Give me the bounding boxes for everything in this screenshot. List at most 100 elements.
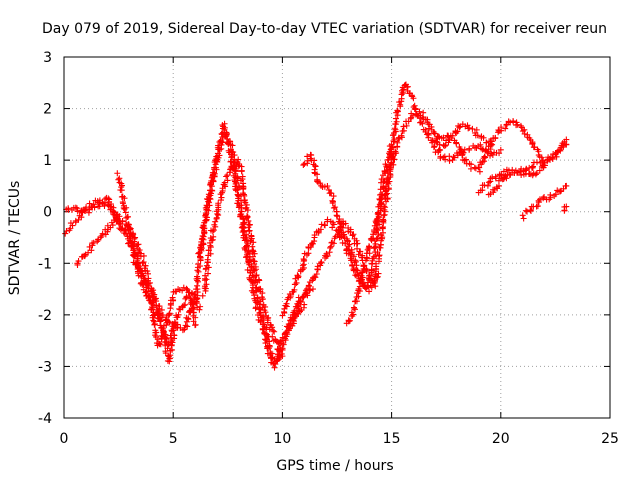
x-tick-label: 0 <box>60 431 69 447</box>
data-point <box>274 357 281 364</box>
data-point <box>243 201 250 208</box>
data-point <box>196 263 203 270</box>
data-point <box>275 346 282 353</box>
data-point <box>533 159 540 166</box>
data-point <box>353 294 360 301</box>
data-point <box>245 217 252 224</box>
data-point <box>205 199 212 206</box>
data-point <box>379 235 386 242</box>
data-point <box>240 190 247 197</box>
data-point <box>73 205 80 212</box>
data-point <box>314 171 321 178</box>
data-point <box>552 151 559 158</box>
data-point <box>489 141 496 148</box>
data-point <box>327 243 334 250</box>
data-point <box>99 230 106 237</box>
data-point <box>269 324 276 331</box>
data-point <box>163 339 170 346</box>
data-point <box>123 214 130 221</box>
data-point <box>232 180 239 187</box>
data-point <box>530 163 537 170</box>
data-point <box>371 228 378 235</box>
data-point <box>118 193 125 200</box>
data-point <box>231 177 238 184</box>
data-point <box>115 176 122 183</box>
data-point <box>355 251 362 258</box>
data-point <box>388 141 395 148</box>
data-point <box>476 164 483 171</box>
data-point <box>160 328 167 335</box>
series-arc-13 <box>433 118 570 175</box>
data-point <box>279 345 286 352</box>
data-point <box>107 206 114 213</box>
data-point <box>359 269 366 276</box>
data-point <box>262 303 269 310</box>
data-point <box>333 212 340 219</box>
data-point <box>75 216 82 223</box>
y-axis-label: SDTVAR / TECUs <box>7 181 23 296</box>
data-point <box>560 142 567 149</box>
data-point <box>140 252 147 259</box>
data-point <box>166 310 173 317</box>
data-point <box>495 126 502 133</box>
data-point <box>451 154 458 161</box>
y-tick-label: 1 <box>43 153 52 169</box>
data-point <box>378 232 385 239</box>
x-tick-label: 20 <box>492 431 510 447</box>
data-point <box>150 296 157 303</box>
data-point <box>498 171 505 178</box>
data-point <box>398 132 405 139</box>
data-point <box>83 204 90 211</box>
data-point <box>400 123 407 130</box>
data-point <box>254 279 261 286</box>
data-point <box>210 171 217 178</box>
data-point <box>192 314 199 321</box>
data-point <box>283 300 290 307</box>
data-point <box>484 182 491 189</box>
data-point <box>250 239 257 246</box>
data-point <box>433 138 440 145</box>
data-point <box>416 108 423 115</box>
data-point <box>263 336 270 343</box>
data-point <box>238 167 245 174</box>
data-point <box>372 271 379 278</box>
data-point <box>323 250 330 257</box>
data-point <box>275 340 282 347</box>
data-point <box>317 180 324 187</box>
data-point <box>431 143 438 150</box>
data-point <box>435 133 442 140</box>
data-point <box>383 176 390 183</box>
data-point <box>261 307 268 314</box>
data-point <box>481 153 488 160</box>
data-point <box>449 132 456 139</box>
data-point <box>505 167 512 174</box>
data-point <box>487 138 494 145</box>
data-point <box>480 134 487 141</box>
data-point <box>330 193 337 200</box>
data-point <box>524 208 531 215</box>
data-point <box>372 252 379 259</box>
data-point <box>203 276 210 283</box>
data-point <box>445 139 452 146</box>
data-point <box>563 141 570 148</box>
data-point <box>552 191 559 198</box>
y-tick-label: -2 <box>38 308 52 324</box>
data-point <box>170 325 177 332</box>
data-point <box>180 284 187 291</box>
data-point <box>453 140 460 147</box>
data-point <box>74 208 81 215</box>
data-point <box>75 258 82 265</box>
data-point <box>300 162 307 169</box>
data-point <box>229 142 236 149</box>
data-point <box>376 252 383 259</box>
data-point <box>167 347 174 354</box>
data-point <box>425 134 432 141</box>
x-tick-label: 10 <box>273 431 291 447</box>
data-point <box>142 280 149 287</box>
data-point <box>345 247 352 254</box>
data-point <box>497 146 504 153</box>
data-point <box>393 118 400 125</box>
series-arc-17 <box>519 182 570 222</box>
data-point <box>201 285 208 292</box>
data-point <box>350 231 357 238</box>
